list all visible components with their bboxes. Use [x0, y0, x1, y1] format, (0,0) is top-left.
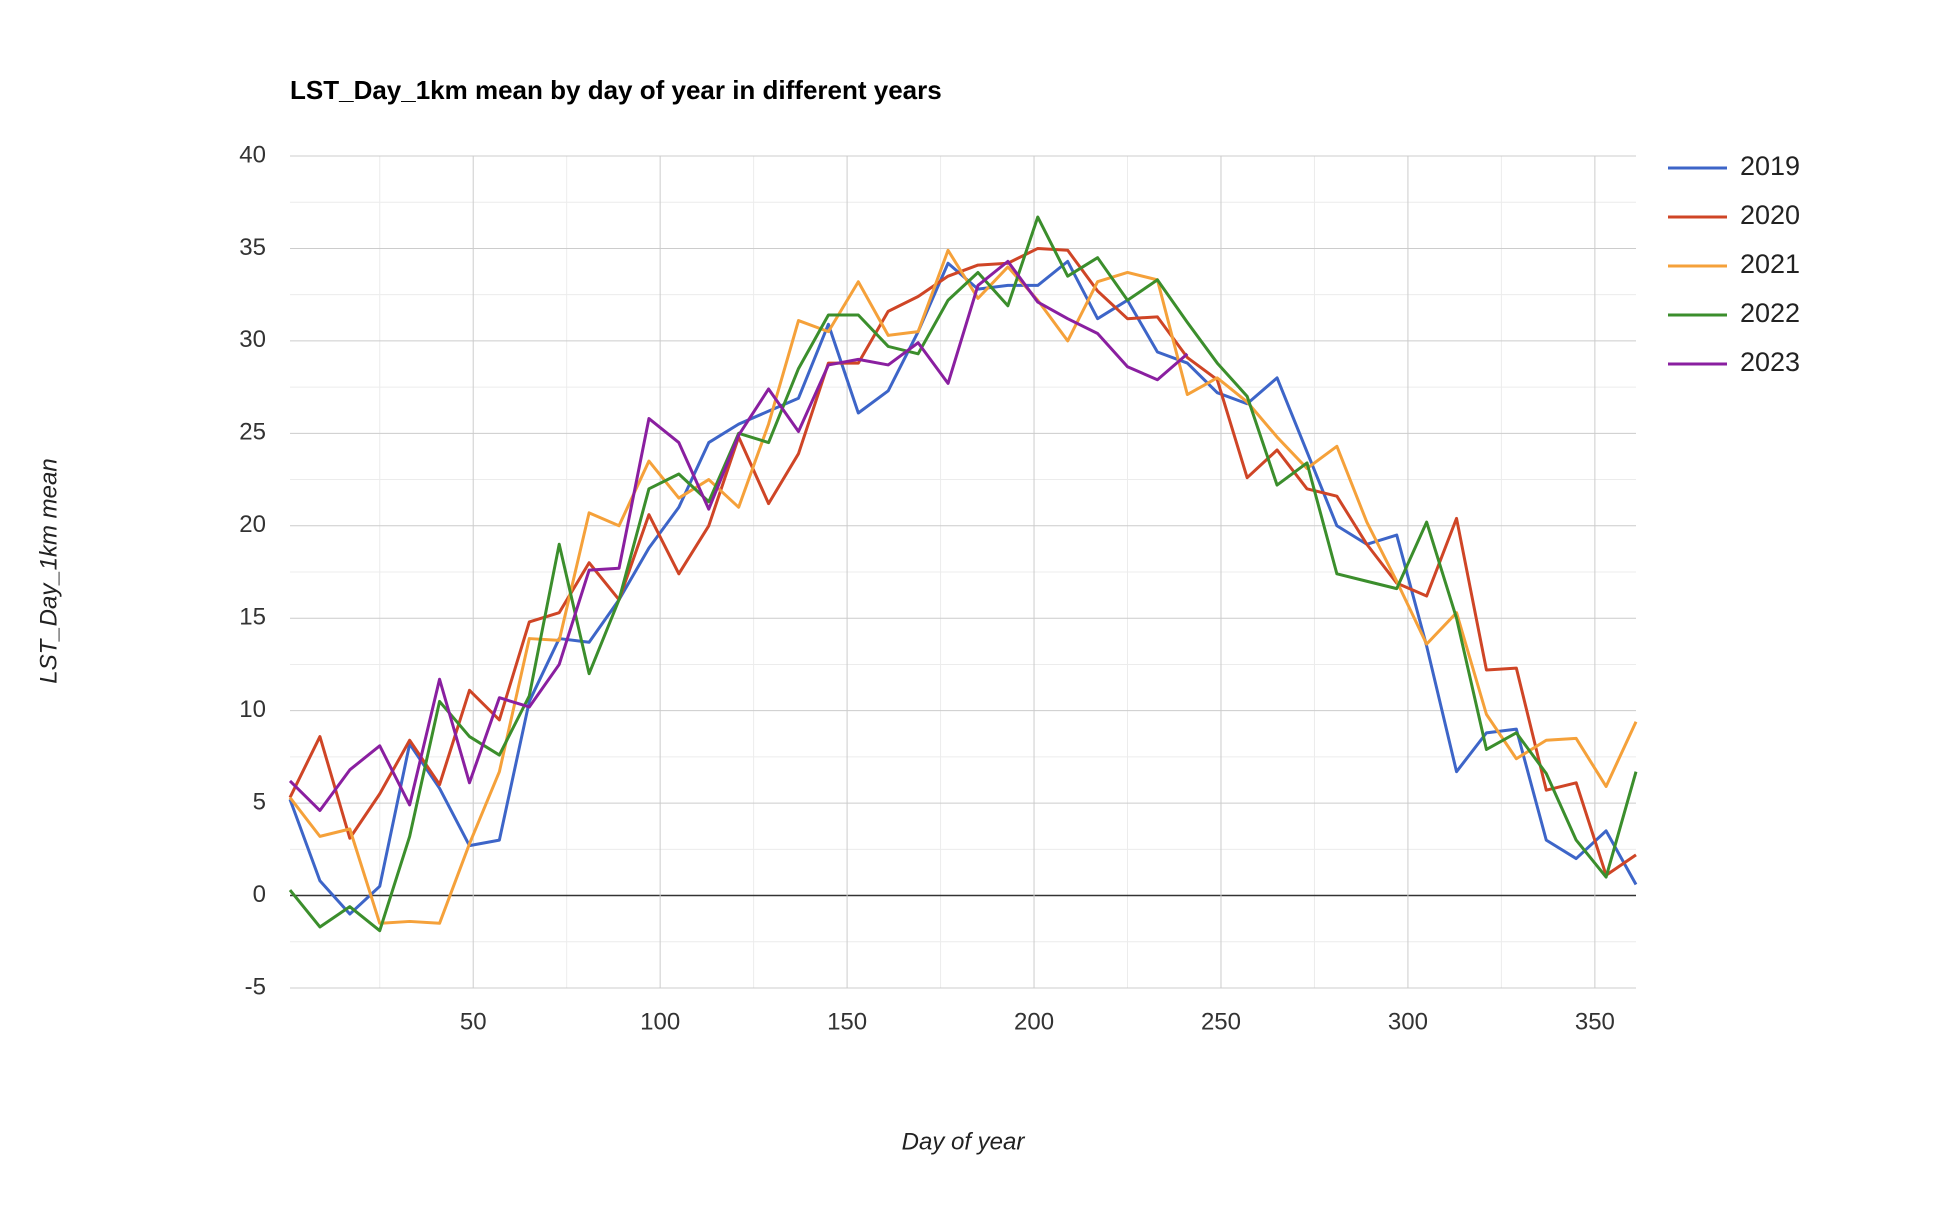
legend-label: 2020: [1740, 200, 1800, 230]
y-tick-label: -5: [245, 973, 266, 1000]
legend-label: 2023: [1740, 347, 1800, 377]
x-axis-label: Day of year: [902, 1128, 1026, 1155]
data-line: [288, 215, 1638, 933]
y-tick-label: 40: [239, 141, 266, 168]
y-tick-label: 10: [239, 696, 266, 723]
x-tick-label: 150: [827, 1008, 867, 1035]
x-tick-label: 100: [640, 1008, 680, 1035]
y-tick-label: 35: [239, 234, 266, 261]
y-tick-label: 20: [239, 511, 266, 538]
x-tick-label: 300: [1388, 1008, 1428, 1035]
data-line: [288, 259, 1189, 813]
legend-label: 2022: [1740, 298, 1800, 328]
data-line: [288, 248, 1638, 925]
data-line: [288, 246, 1637, 877]
y-tick-label: 5: [253, 788, 266, 815]
x-tick-label: 350: [1575, 1008, 1615, 1035]
y-tick-label: 0: [253, 881, 266, 908]
y-axis-label: LST_Day_1km mean: [35, 458, 62, 683]
y-tick-label: 25: [239, 419, 266, 446]
data-line: [288, 259, 1638, 916]
x-tick-label: 250: [1201, 1008, 1241, 1035]
y-tick-label: 30: [239, 326, 266, 353]
legend-label: 2021: [1740, 249, 1800, 279]
x-tick-label: 200: [1014, 1008, 1054, 1035]
y-tick-label: 15: [239, 604, 266, 631]
legend-label: 2019: [1740, 151, 1800, 181]
chart-title: LST_Day_1km mean by day of year in diffe…: [290, 75, 942, 105]
x-tick-label: 50: [460, 1008, 487, 1035]
